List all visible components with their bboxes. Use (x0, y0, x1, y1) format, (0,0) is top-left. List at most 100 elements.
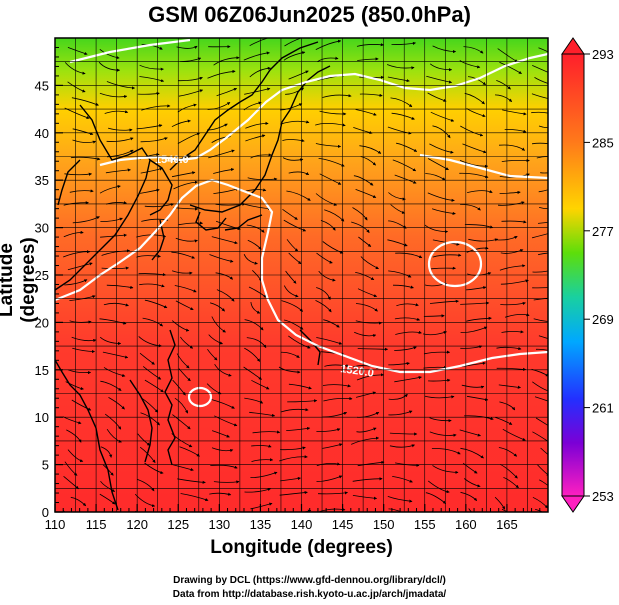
streamline (65, 381, 84, 391)
streamline (249, 411, 276, 417)
x-tick-label: 160 (455, 517, 477, 532)
streamline (250, 153, 272, 159)
streamline (464, 92, 485, 105)
streamline (468, 238, 499, 242)
streamline (322, 384, 351, 388)
streamline (283, 285, 299, 298)
streamline (100, 217, 123, 222)
streamline (538, 47, 548, 53)
streamline (531, 142, 548, 145)
streamline (139, 283, 165, 288)
contour-label-1520: 1520.0 (340, 363, 375, 380)
streamline (282, 138, 305, 143)
streamline (67, 262, 93, 271)
streamline (63, 475, 79, 490)
streamline (463, 46, 484, 54)
streamline (426, 75, 453, 84)
streamline (208, 149, 235, 159)
streamline (395, 330, 422, 335)
streamline (396, 303, 419, 307)
streamline (423, 350, 451, 355)
y-tick-label: 30 (35, 221, 49, 236)
streamline (71, 399, 92, 411)
streamline (532, 496, 548, 509)
colorbar: 293 285 277 269 261 253 (561, 37, 614, 513)
streamline (101, 249, 131, 256)
streamline (317, 491, 349, 495)
streamline (285, 87, 305, 95)
streamline (137, 433, 151, 446)
streamline (498, 447, 518, 457)
streamline (210, 464, 238, 469)
streamline (283, 219, 307, 232)
y-tick-label: 0 (42, 505, 49, 520)
streamline (431, 208, 456, 215)
streamline (539, 479, 548, 487)
streamline (244, 397, 264, 404)
streamline (282, 157, 304, 162)
streamline (429, 417, 452, 423)
streamline (139, 76, 165, 83)
streamline (134, 493, 156, 508)
colorbar-ticks: 293 285 277 269 261 253 (584, 47, 614, 504)
streamline (357, 347, 389, 351)
streamline (538, 207, 548, 210)
streamline (142, 366, 162, 380)
streamline (319, 173, 342, 185)
streamline (387, 76, 410, 83)
y-tick-label: 10 (35, 410, 49, 425)
streamline (538, 125, 548, 129)
streamline (211, 447, 234, 453)
streamline (357, 57, 379, 61)
streamline (280, 120, 310, 125)
streamline (432, 465, 459, 474)
streamline (355, 320, 383, 325)
streamline (496, 80, 511, 90)
y-tick-label: 40 (35, 126, 49, 141)
streamline (106, 137, 134, 142)
pressure-contours (55, 38, 548, 408)
streamline (136, 124, 163, 130)
streamline (501, 220, 527, 224)
streamline (171, 171, 196, 178)
streamline (280, 446, 306, 451)
y-axis-ticks: 0 5 10 15 20 25 30 35 40 45 (35, 46, 63, 520)
streamline (459, 172, 489, 179)
streamline (498, 384, 522, 389)
streamline (315, 193, 338, 206)
streamline (215, 202, 246, 206)
streamline (316, 462, 341, 467)
streamline (207, 69, 236, 79)
streamline (460, 345, 483, 349)
streamline (355, 303, 378, 312)
y-axis-label: Latitude (degrees) (0, 237, 39, 323)
x-tick-label: 140 (291, 517, 313, 532)
streamline (534, 77, 548, 84)
streamline (99, 48, 120, 60)
streamline (430, 111, 455, 122)
streamline (316, 337, 343, 345)
streamline (466, 286, 487, 291)
streamline (315, 123, 346, 127)
streamline (351, 221, 370, 234)
streamline (107, 127, 133, 132)
streamline (288, 383, 312, 390)
streamline (281, 351, 300, 358)
streamline (318, 270, 336, 282)
streamline (392, 476, 413, 483)
streamline (316, 475, 343, 482)
streamline (532, 287, 548, 289)
streamline (316, 252, 333, 264)
streamline (174, 397, 189, 414)
x-tick-label: 130 (208, 517, 230, 532)
streamline (534, 508, 544, 512)
streamline (320, 220, 336, 231)
x-tick-label: 120 (126, 517, 148, 532)
streamline (463, 478, 481, 488)
streamline (502, 109, 527, 116)
y-tick-label: 20 (35, 315, 49, 330)
streamline (106, 81, 136, 90)
streamline (105, 168, 131, 174)
x-tick-label: 165 (496, 517, 518, 532)
x-tick-label: 125 (167, 517, 189, 532)
